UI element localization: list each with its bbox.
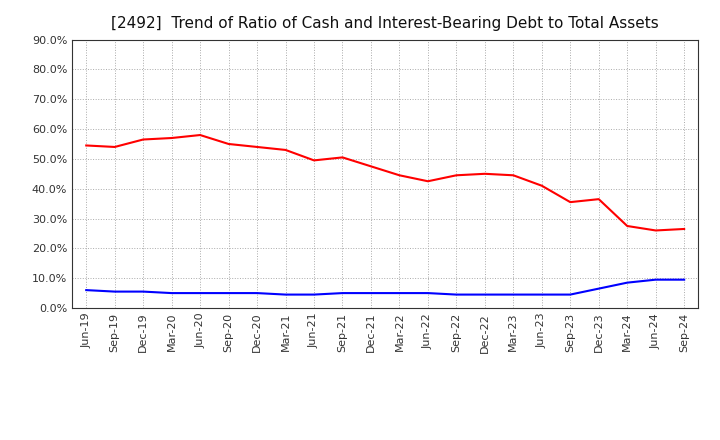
Interest-Bearing Debt [167, 290, 176, 296]
Title: [2492]  Trend of Ratio of Cash and Interest-Bearing Debt to Total Assets: [2492] Trend of Ratio of Cash and Intere… [112, 16, 659, 32]
Interest-Bearing Debt [366, 290, 375, 296]
Cash [480, 171, 489, 176]
Cash [595, 197, 603, 202]
Interest-Bearing Debt [253, 290, 261, 296]
Interest-Bearing Debt [623, 280, 631, 285]
Cash [395, 172, 404, 178]
Interest-Bearing Debt [338, 290, 347, 296]
Cash [680, 226, 688, 231]
Interest-Bearing Debt [452, 292, 461, 297]
Interest-Bearing Debt [566, 292, 575, 297]
Interest-Bearing Debt [82, 287, 91, 293]
Cash [566, 199, 575, 205]
Cash [196, 132, 204, 138]
Interest-Bearing Debt [480, 292, 489, 297]
Interest-Bearing Debt [110, 289, 119, 294]
Interest-Bearing Debt [595, 286, 603, 291]
Cash [452, 172, 461, 178]
Cash [139, 137, 148, 142]
Interest-Bearing Debt [310, 292, 318, 297]
Interest-Bearing Debt [225, 290, 233, 296]
Interest-Bearing Debt [282, 292, 290, 297]
Cash [537, 183, 546, 188]
Interest-Bearing Debt [196, 290, 204, 296]
Cash [338, 155, 347, 160]
Cash [423, 179, 432, 184]
Cash [509, 172, 518, 178]
Interest-Bearing Debt [537, 292, 546, 297]
Cash [167, 136, 176, 141]
Interest-Bearing Debt [395, 290, 404, 296]
Interest-Bearing Debt [423, 290, 432, 296]
Cash [82, 143, 91, 148]
Interest-Bearing Debt [680, 277, 688, 282]
Cash [282, 147, 290, 153]
Cash [110, 144, 119, 150]
Cash [253, 144, 261, 150]
Interest-Bearing Debt [509, 292, 518, 297]
Interest-Bearing Debt [139, 289, 148, 294]
Line: Cash: Cash [86, 135, 684, 231]
Cash [366, 164, 375, 169]
Cash [225, 141, 233, 147]
Cash [623, 224, 631, 229]
Line: Interest-Bearing Debt: Interest-Bearing Debt [86, 280, 684, 295]
Interest-Bearing Debt [652, 277, 660, 282]
Cash [310, 158, 318, 163]
Cash [652, 228, 660, 233]
